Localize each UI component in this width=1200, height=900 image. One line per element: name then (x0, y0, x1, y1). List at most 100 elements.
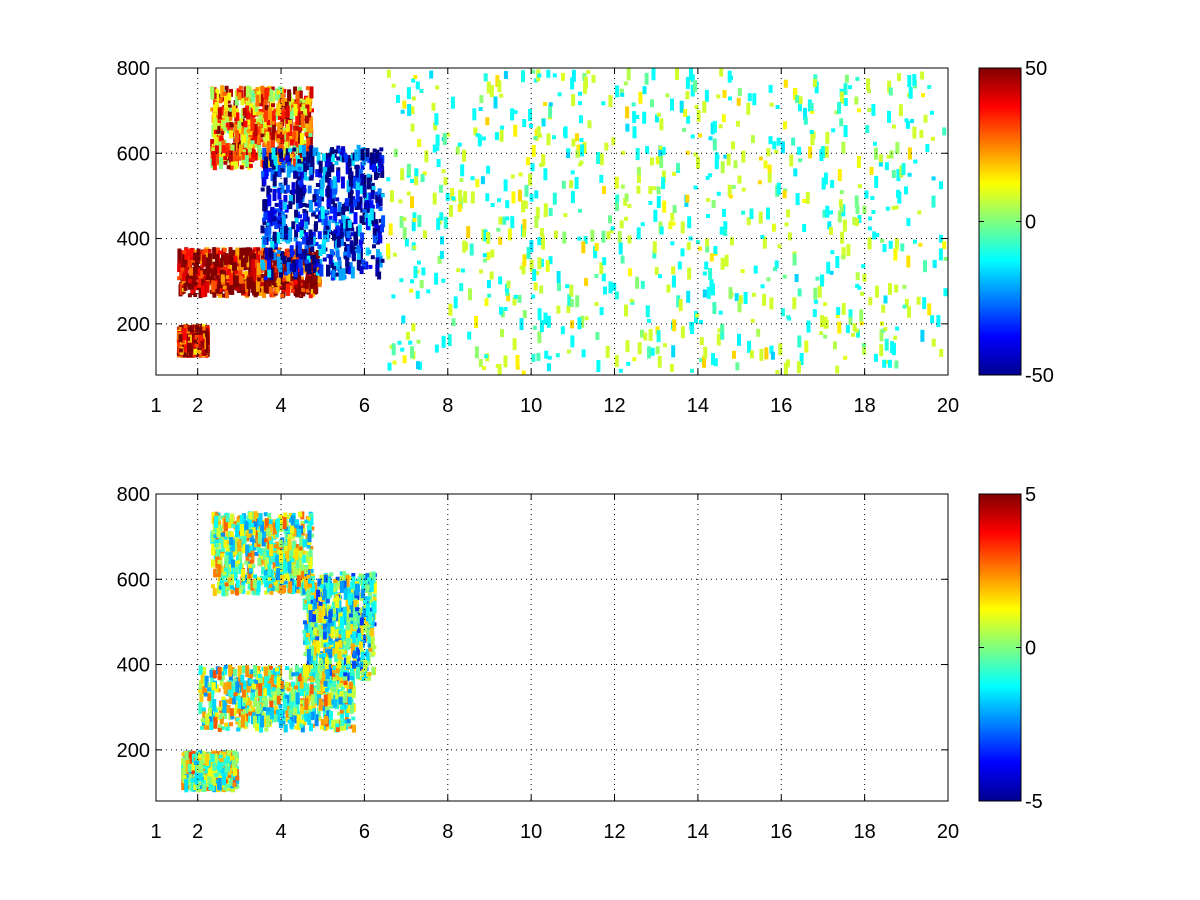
heatmap-cell (411, 78, 416, 83)
heatmap-cell (531, 144, 536, 157)
heatmap-cell (356, 245, 361, 253)
heatmap-cell (536, 352, 541, 361)
heatmap-cell (262, 177, 267, 185)
heatmap-cell (671, 221, 676, 226)
heatmap-cell (260, 715, 265, 728)
heatmap-cell (226, 165, 231, 170)
heatmap-cell (291, 221, 296, 230)
x-tick-label: 6 (359, 395, 370, 417)
heatmap-cell (659, 226, 664, 235)
heatmap-cell (302, 171, 307, 180)
heatmap-cell (330, 264, 335, 268)
heatmap-cell (248, 94, 253, 107)
heatmap-cell (539, 285, 544, 294)
heatmap-cell (226, 269, 231, 281)
heatmap-cell (220, 553, 224, 558)
heatmap-cell (220, 279, 224, 292)
heatmap-cell (734, 293, 739, 302)
heatmap-cell (919, 130, 924, 138)
heatmap-cell (306, 516, 311, 521)
heatmap-cell (277, 187, 282, 200)
heatmap-cell (304, 115, 309, 124)
heatmap-cell (416, 260, 421, 265)
heatmap-cell (278, 199, 283, 212)
x-tick-label: 10 (520, 395, 542, 417)
heatmap-cell (421, 267, 426, 276)
heatmap-cell (231, 274, 236, 287)
heatmap-cell (687, 216, 692, 229)
heatmap-cell (295, 180, 300, 193)
heatmap-cell (716, 94, 721, 99)
heatmap-cell (288, 124, 293, 136)
heatmap-cell (830, 250, 835, 255)
heatmap-cell (507, 228, 512, 241)
heatmap-cell (237, 539, 242, 552)
heatmap-cell (510, 216, 515, 229)
heatmap-cell (912, 74, 917, 86)
heatmap-cell (459, 283, 464, 292)
heatmap-cell (678, 299, 683, 312)
heatmap-cell (486, 251, 491, 260)
heatmap-cell (218, 526, 223, 539)
heatmap-cell (829, 227, 833, 235)
heatmap-cell (223, 536, 228, 541)
heatmap-cell (250, 249, 255, 254)
heatmap-cell (345, 203, 349, 212)
heatmap-cell (594, 273, 599, 278)
heatmap-cell (370, 255, 375, 260)
heatmap-cell (706, 286, 711, 299)
heatmap-cell (632, 111, 637, 124)
heatmap-cell (331, 719, 336, 728)
heatmap-cell (269, 590, 274, 595)
heatmap-cell (270, 140, 275, 149)
heatmap-cell (285, 128, 290, 137)
heatmap-cell (221, 584, 226, 597)
heatmap-cell (250, 140, 255, 145)
heatmap-cell (283, 235, 287, 240)
heatmap-cell (207, 248, 212, 253)
heatmap-cell (371, 185, 376, 190)
heatmap-cell (580, 144, 584, 157)
heatmap-cell (541, 154, 546, 167)
heatmap-cell (258, 675, 263, 684)
heatmap-cell (466, 226, 471, 239)
heatmap-cell (398, 199, 403, 204)
heatmap-cell (860, 291, 865, 296)
heatmap-cell (786, 209, 791, 218)
heatmap-cell (259, 138, 264, 143)
heatmap-cell (275, 709, 280, 722)
heatmap-cell (515, 365, 520, 370)
heatmap-cell (312, 685, 317, 690)
heatmap-cell (599, 307, 604, 316)
heatmap-cell (279, 680, 284, 689)
heatmap-cell (311, 231, 316, 240)
heatmap-cell (188, 249, 193, 258)
heatmap-cell (340, 219, 345, 232)
heatmap-cell (261, 712, 266, 717)
heatmap-cell (250, 119, 255, 132)
heatmap-cell (763, 160, 768, 169)
y-tick-label: 400 (117, 229, 150, 251)
heatmap-cell (279, 149, 284, 162)
heatmap-cell (783, 121, 787, 130)
heatmap-cell (248, 134, 253, 139)
heatmap-cell (285, 550, 290, 559)
heatmap-cell (250, 712, 255, 725)
heatmap-cell (819, 331, 824, 336)
heatmap-cell (220, 85, 225, 98)
heatmap-cell (655, 114, 659, 123)
heatmap-cell (894, 205, 899, 210)
heatmap-cell (470, 176, 475, 181)
heatmap-cell (737, 87, 742, 96)
heatmap-cell (874, 175, 879, 188)
heatmap-cell (207, 693, 212, 702)
heatmap-cell (789, 154, 794, 167)
heatmap-cell (258, 513, 263, 526)
heatmap-cell (323, 230, 328, 235)
heatmap-cell (848, 312, 853, 325)
heatmap-cell (566, 305, 571, 313)
heatmap-cell (927, 303, 932, 316)
heatmap-cell (269, 90, 274, 103)
heatmap-cell (386, 243, 390, 256)
heatmap-cell (270, 691, 275, 696)
